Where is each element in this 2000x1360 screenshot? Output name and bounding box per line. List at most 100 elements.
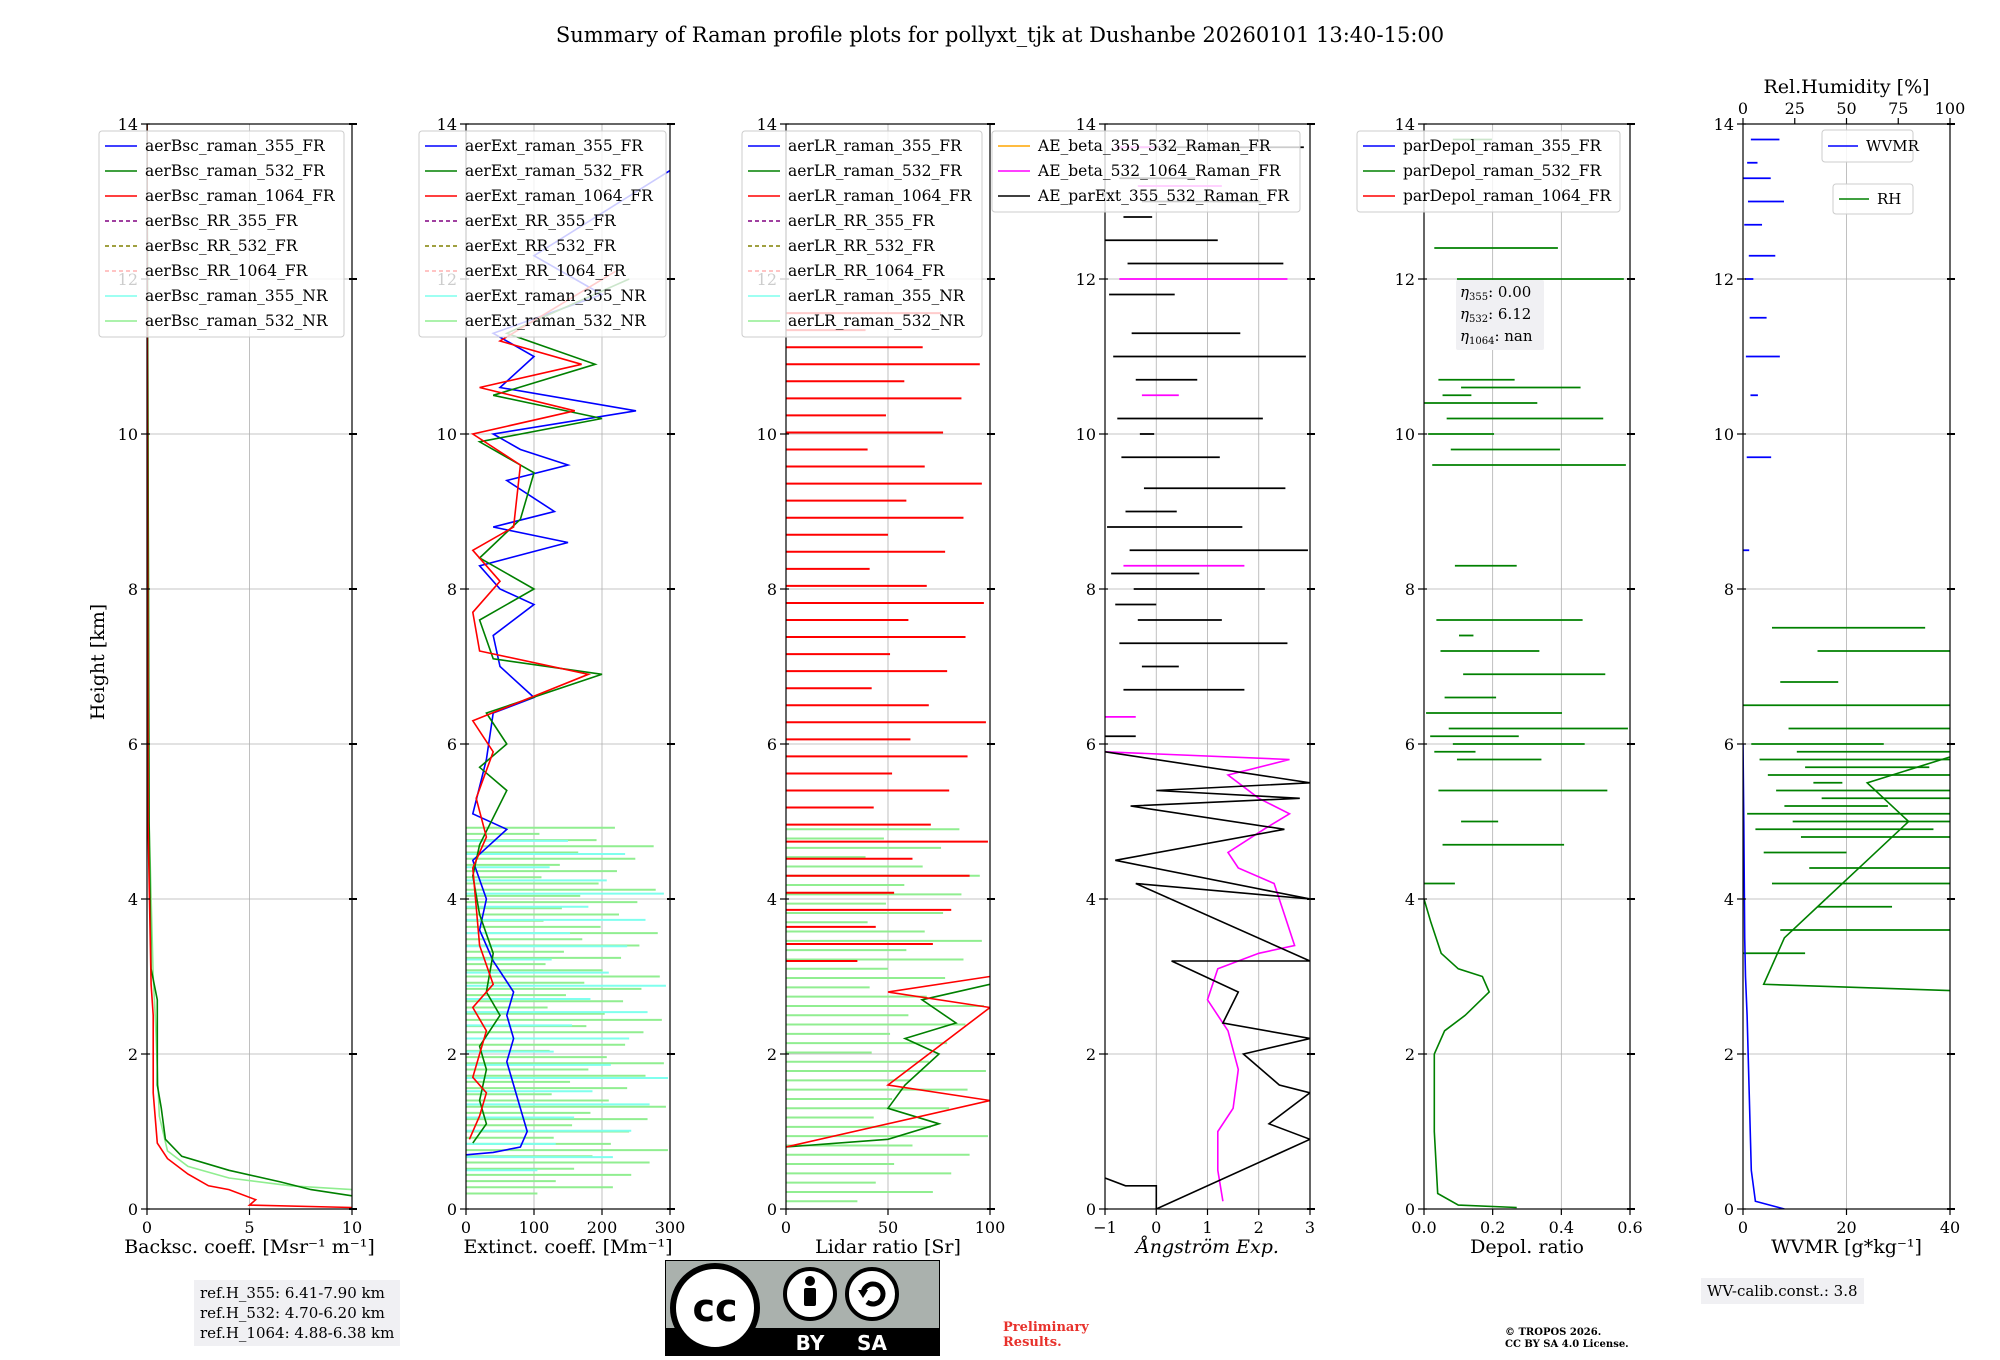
ref-h-355: ref.H_355: 6.41-7.90 km [200,1284,385,1302]
y-tick-label: 10 [118,425,138,444]
series-aerLR_raman_532_FR [786,983,990,1148]
legend-wv-1: RH [1832,183,1914,215]
series-AE_parExt_355_532_Raman_FR [1105,751,1310,1209]
eta-line: η355: 0.00 [1460,283,1531,303]
x-tick-label: 0 [1151,1218,1161,1237]
legend-label: aerLR_RR_1064_FR [788,262,946,280]
y-tick-label: 10 [437,425,457,444]
cc-by-sa-logo: cc BY SA [665,1260,940,1356]
y-tick-label: 4 [1724,890,1734,909]
x-tick-label: 200 [587,1218,618,1237]
top-x-tick-label: 25 [1785,99,1805,118]
series-WVMR [1743,743,1785,1209]
y-tick-label: 6 [1086,735,1096,754]
y-tick-label: 12 [1714,270,1734,289]
copyright-note: © TROPOS 2026. CC BY SA 4.0 License. [1505,1327,1629,1351]
y-tick-label: 2 [1405,1045,1415,1064]
x-axis-label: Ångström Exp. [1134,1236,1279,1258]
y-tick-label: 8 [1724,580,1734,599]
x-tick-label: 300 [655,1218,686,1237]
y-tick-label: 12 [1076,270,1096,289]
wv-calib-const: WV-calib.const.: 3.8 [1707,1282,1858,1300]
y-tick-label: 10 [757,425,777,444]
y-tick-label: 4 [1405,890,1415,909]
panels: 024681012140510Backsc. coeff. [Msr⁻¹ m⁻¹… [98,76,1966,1258]
y-tick-label: 6 [128,735,138,754]
y-tick-label: 10 [1076,425,1096,444]
y-tick-label: 14 [757,115,777,134]
legend-label: aerLR_raman_355_FR [788,137,963,155]
x-tick-label: 0.2 [1480,1218,1505,1237]
y-tick-label: 0 [1086,1200,1096,1219]
legend-label: parDepol_raman_1064_FR [1403,187,1612,205]
x-tick-label: 3 [1305,1218,1315,1237]
reference-height-box: ref.H_355: 6.41-7.90 km ref.H_532: 4.70-… [194,1280,401,1346]
cc-circle-icon [670,1263,760,1353]
legend-label: aerBsc_raman_1064_FR [145,187,336,205]
x-tick-label: 2 [1254,1218,1264,1237]
x-tick-label: 10 [342,1218,362,1237]
preliminary-line: Preliminary [1003,1320,1089,1335]
x-axis-label: Lidar ratio [Sr] [815,1236,961,1258]
copyright-line: © TROPOS 2026. [1505,1327,1602,1338]
legend-label: aerExt_RR_1064_FR [465,262,627,280]
legend-label: aerLR_raman_532_FR [788,162,963,180]
by-text: BY [796,1331,825,1355]
legend-label: aerLR_raman_355_NR [788,287,966,305]
x-axis-label: Depol. ratio [1470,1236,1584,1258]
legend-box [1821,129,1914,163]
x-tick-label: 0.4 [1549,1218,1574,1237]
x-axis-label: WVMR [g*kg⁻¹] [1771,1236,1922,1258]
legend-label: parDepol_raman_532_FR [1403,162,1603,180]
y-tick-label: 6 [1724,735,1734,754]
y-tick-label: 0 [767,1200,777,1219]
y-tick-label: 8 [767,580,777,599]
ref-h-532: ref.H_532: 4.70-6.20 km [200,1304,385,1322]
legend-label: parDepol_raman_355_FR [1403,137,1603,155]
figure-title: Summary of Raman profile plots for polly… [556,23,1444,47]
legend-label: aerExt_raman_355_FR [465,137,644,155]
x-tick-label: 40 [1940,1218,1960,1237]
cc-text: cc [692,1286,737,1330]
y-tick-label: 6 [447,735,457,754]
plot-area-lr [786,312,990,1203]
top-x-tick-label: 75 [1888,99,1908,118]
y-tick-label: 2 [128,1045,138,1064]
legend-box [1832,183,1914,215]
axes-frame [1423,123,1631,1210]
y-tick-label: 14 [437,115,457,134]
legend-label: aerExt_raman_532_NR [465,312,647,330]
y-axis-label: Height [km] [87,604,109,720]
series-aerLR_raman_1064_FR [786,975,990,1148]
y-tick-label: 6 [1405,735,1415,754]
ref-h-1064: ref.H_1064: 4.88-6.38 km [200,1324,395,1342]
legend-label: aerExt_RR_532_FR [465,237,617,255]
legend-label: AE_beta_355_532_Raman_FR [1037,137,1272,155]
y-tick-label: 6 [767,735,777,754]
legend-label: aerLR_raman_1064_FR [788,187,973,205]
results-line: Results. [1003,1335,1062,1350]
panel-ext: 024681012140100200300Extinct. coeff. [Mm… [418,115,686,1258]
legend-box [98,130,345,338]
series-aerBsc_raman_532_FR [147,124,352,1197]
license-line: CC BY SA 4.0 License. [1505,1339,1629,1350]
y-tick-label: 14 [1076,115,1096,134]
plot-area-depol [1424,138,1628,1209]
series-aerExt_raman_532_FR [471,278,630,1144]
plot-area-ext [466,169,670,1195]
x-axis-label: Backsc. coeff. [Msr⁻¹ m⁻¹] [124,1236,375,1258]
legend-box [991,130,1301,213]
legend-label: aerBsc_raman_355_FR [145,137,326,155]
x-tick-label: 0.0 [1411,1218,1436,1237]
top-x-tick-label: 100 [1935,99,1966,118]
axes-frame [465,123,671,1210]
sa-share-icon [845,1267,899,1321]
y-tick-label: 8 [128,580,138,599]
x-tick-label: 5 [244,1218,254,1237]
series-AE_beta_532_1064_Raman_FR [1105,751,1296,1202]
x-tick-label: 0 [142,1218,152,1237]
series-aerExt_raman_355_FR [466,169,670,1156]
legend-label: aerBsc_RR_355_FR [145,212,299,230]
